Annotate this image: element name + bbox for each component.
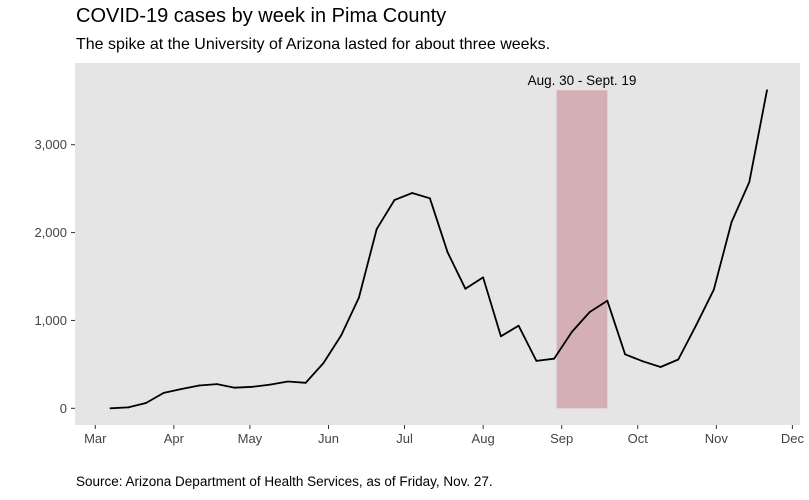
data-point: [109, 407, 112, 410]
data-point: [322, 362, 325, 364]
data-point: [570, 330, 573, 333]
data-point: [428, 197, 431, 200]
data-point: [588, 311, 591, 313]
data-point: [375, 228, 378, 230]
data-point: [624, 353, 626, 356]
data-point: [730, 221, 733, 223]
chart-subtitle: The spike at the University of Arizona l…: [76, 36, 551, 53]
x-tick-label: Mar: [84, 431, 107, 446]
data-point: [695, 324, 697, 327]
chart-title: COVID-19 cases by week in Pima County: [76, 5, 447, 27]
y-tick-label: 0: [60, 401, 67, 416]
data-point: [499, 335, 502, 338]
data-point: [641, 360, 644, 363]
data-point: [677, 358, 680, 361]
data-point: [180, 388, 183, 390]
data-point: [659, 366, 662, 368]
x-tick-label: Dec: [781, 431, 805, 446]
data-point: [393, 199, 396, 201]
data-point: [287, 380, 289, 383]
x-tick-label: Oct: [628, 431, 649, 446]
x-tick-label: Nov: [705, 431, 729, 446]
data-point: [269, 383, 272, 386]
source-note: Source: Arizona Department of Health Ser…: [76, 474, 493, 489]
data-point: [464, 287, 467, 290]
y-tick-label: 3,000: [34, 137, 67, 152]
data-point: [162, 392, 165, 394]
data-point: [145, 402, 147, 404]
x-tick-label: Jul: [396, 431, 413, 446]
data-point: [553, 357, 556, 360]
data-point: [606, 299, 609, 302]
plot-panel: [75, 63, 800, 425]
data-point: [482, 276, 485, 279]
data-point: [251, 385, 254, 388]
x-tick-label: Sep: [550, 431, 573, 446]
data-point: [198, 384, 201, 387]
data-point: [127, 406, 130, 409]
y-tick-label: 2,000: [34, 225, 67, 240]
x-tick-label: Apr: [164, 431, 185, 446]
data-point: [411, 192, 414, 194]
highlight-band: [556, 90, 608, 409]
x-tick-label: Jun: [318, 431, 339, 446]
data-point: [446, 251, 449, 254]
data-point: [517, 324, 520, 327]
x-tick-label: May: [238, 431, 263, 446]
x-tick-label: Aug: [472, 431, 495, 446]
data-point: [233, 386, 236, 389]
data-point: [358, 296, 360, 299]
cases-line: [110, 90, 768, 410]
data-point: [766, 89, 768, 92]
highlight-label: Aug. 30 - Sept. 19: [528, 73, 637, 88]
data-point: [304, 381, 307, 384]
y-tick-label: 1,000: [34, 313, 67, 328]
data-point: [748, 181, 751, 183]
data-point: [340, 334, 343, 337]
data-point: [216, 383, 218, 386]
data-point: [535, 359, 538, 362]
data-point: [712, 288, 715, 291]
